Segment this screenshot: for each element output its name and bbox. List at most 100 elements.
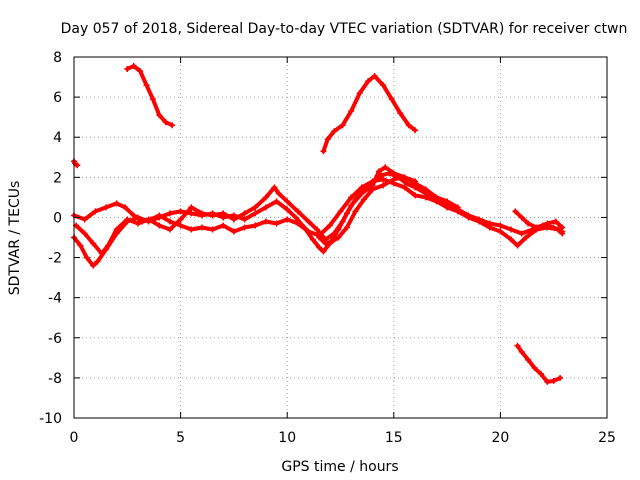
data-point — [162, 119, 169, 126]
data-point — [412, 127, 419, 134]
data-point — [320, 248, 327, 255]
data-point — [209, 226, 216, 233]
data-point — [220, 210, 227, 217]
data-point — [230, 216, 237, 223]
x-tick-label: 10 — [278, 430, 296, 446]
data-point — [220, 222, 227, 229]
data-point — [401, 184, 408, 191]
data-point — [557, 374, 564, 381]
data-point — [177, 216, 184, 223]
data-point — [271, 184, 278, 191]
data-point — [130, 63, 137, 70]
data-point — [102, 204, 109, 211]
plot-frame — [73, 56, 608, 419]
data-point — [369, 186, 376, 193]
data-point — [397, 110, 404, 117]
data-point — [169, 122, 176, 129]
data-point — [403, 180, 410, 187]
data-point — [241, 210, 248, 217]
data-point — [352, 208, 359, 215]
data-point — [433, 194, 440, 201]
data-point — [412, 192, 419, 199]
data-point — [137, 68, 144, 75]
data-point — [309, 236, 316, 243]
data-point — [552, 218, 559, 225]
x-tick-label: 5 — [176, 430, 185, 446]
data-point — [98, 250, 105, 257]
data-point — [518, 214, 525, 221]
data-point — [337, 208, 344, 215]
data-point — [348, 194, 355, 201]
data-point — [122, 204, 129, 211]
y-axis-label: SDTVAR / TECUs — [7, 181, 23, 296]
data-point — [375, 168, 382, 175]
data-point — [544, 378, 551, 385]
data-point — [81, 230, 88, 237]
data-point — [130, 212, 137, 219]
data-point — [331, 230, 338, 237]
data-point — [92, 208, 99, 215]
data-point — [241, 216, 248, 223]
data-series — [71, 63, 566, 385]
data-point — [531, 364, 538, 371]
data-point — [273, 220, 280, 227]
data-point — [145, 216, 152, 223]
x-tick-label: 20 — [491, 430, 509, 446]
data-point — [81, 216, 88, 223]
axis-ticks — [73, 56, 608, 419]
data-point — [525, 220, 532, 227]
x-tick-labels: 0 5 10 15 20 25 — [70, 430, 616, 446]
data-point — [518, 348, 525, 355]
data-point — [326, 222, 333, 229]
y-tick-label: 0 — [53, 210, 62, 226]
data-point — [339, 122, 346, 129]
y-tick-label: 2 — [53, 170, 62, 186]
data-point — [156, 222, 163, 229]
data-point — [241, 224, 248, 231]
data-point — [156, 212, 163, 219]
data-point — [322, 240, 329, 247]
data-point — [166, 226, 173, 233]
data-point — [324, 136, 331, 143]
data-point — [476, 218, 483, 225]
data-point — [382, 164, 389, 171]
data-point — [550, 377, 557, 384]
data-point — [177, 222, 184, 229]
data-point — [518, 230, 525, 237]
data-point — [358, 184, 365, 191]
data-point — [390, 176, 397, 183]
y-tick-label: 4 — [53, 130, 62, 146]
data-point — [305, 228, 312, 235]
data-point — [486, 224, 493, 231]
data-point — [508, 236, 515, 243]
data-point — [105, 242, 112, 249]
data-point — [252, 222, 259, 229]
data-point — [198, 224, 205, 231]
data-point — [320, 148, 327, 155]
data-point — [512, 208, 519, 215]
data-point — [94, 258, 101, 265]
data-point — [124, 66, 131, 73]
x-tick-label: 15 — [385, 430, 403, 446]
data-point — [358, 190, 365, 197]
data-point — [508, 226, 515, 233]
data-point — [388, 96, 395, 103]
data-point — [401, 174, 408, 181]
data-point — [544, 220, 551, 227]
data-point — [497, 222, 504, 229]
data-point — [356, 90, 363, 97]
data-point — [262, 204, 269, 211]
data-point — [380, 182, 387, 189]
data-point — [273, 198, 280, 205]
data-point — [348, 108, 355, 115]
data-point — [294, 220, 301, 227]
data-point — [294, 208, 301, 215]
data-point — [198, 210, 205, 217]
data-point — [533, 224, 540, 231]
data-point — [559, 224, 566, 231]
data-point — [275, 190, 282, 197]
y-tick-label: -4 — [48, 291, 62, 307]
data-point — [284, 216, 291, 223]
data-point — [188, 204, 195, 211]
